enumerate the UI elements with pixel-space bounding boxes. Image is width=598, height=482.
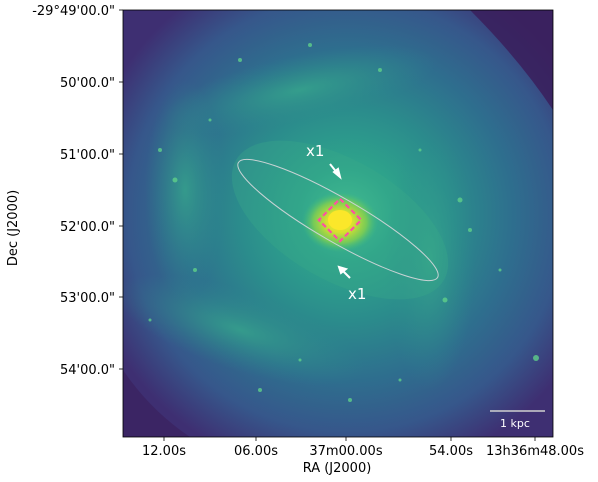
y-axis-title: Dec (J2000): [6, 190, 21, 266]
x-tick-label: 12.00s: [142, 444, 186, 459]
y-tick-label: 53'00.0": [60, 291, 115, 306]
y-tick-label: 54'00.0": [60, 363, 115, 378]
arrows: [329, 163, 351, 279]
galaxy-image: x1 x1 1 kpc: [123, 10, 553, 437]
y-tick-label: 51'00.0": [60, 148, 115, 163]
y-tick-label: 50'00.0": [60, 76, 115, 91]
x-axis-title: RA (J2000): [303, 461, 372, 476]
y-tick-label: 52'00.0": [60, 220, 115, 235]
aperture-ellipse: [237, 158, 439, 282]
annotation-lower: x1: [348, 285, 366, 303]
x-tick-label: 06.00s: [234, 444, 278, 459]
scale-bar-label: 1 kpc: [500, 417, 530, 430]
x-axis: 12.00s 06.00s 37m00.00s 54.00s 13h36m48.…: [142, 437, 584, 476]
hii-knots: [148, 43, 539, 402]
annotation-upper: x1: [306, 142, 324, 160]
dashed-region-box: [317, 197, 363, 243]
x-tick-label: 54.00s: [429, 444, 473, 459]
image-frame: [122, 9, 554, 438]
y-tick-label: -29°49'00.0": [32, 4, 115, 19]
arrow-lower-head: [337, 265, 349, 275]
x-tick-label: 13h36m48.00s: [486, 444, 584, 459]
x-tick-label: 37m00.00s: [309, 444, 382, 459]
y-axis: -29°49'00.0" 50'00.0" 51'00.0" 52'00.0" …: [6, 4, 123, 378]
arrow-upper-head: [332, 167, 342, 180]
